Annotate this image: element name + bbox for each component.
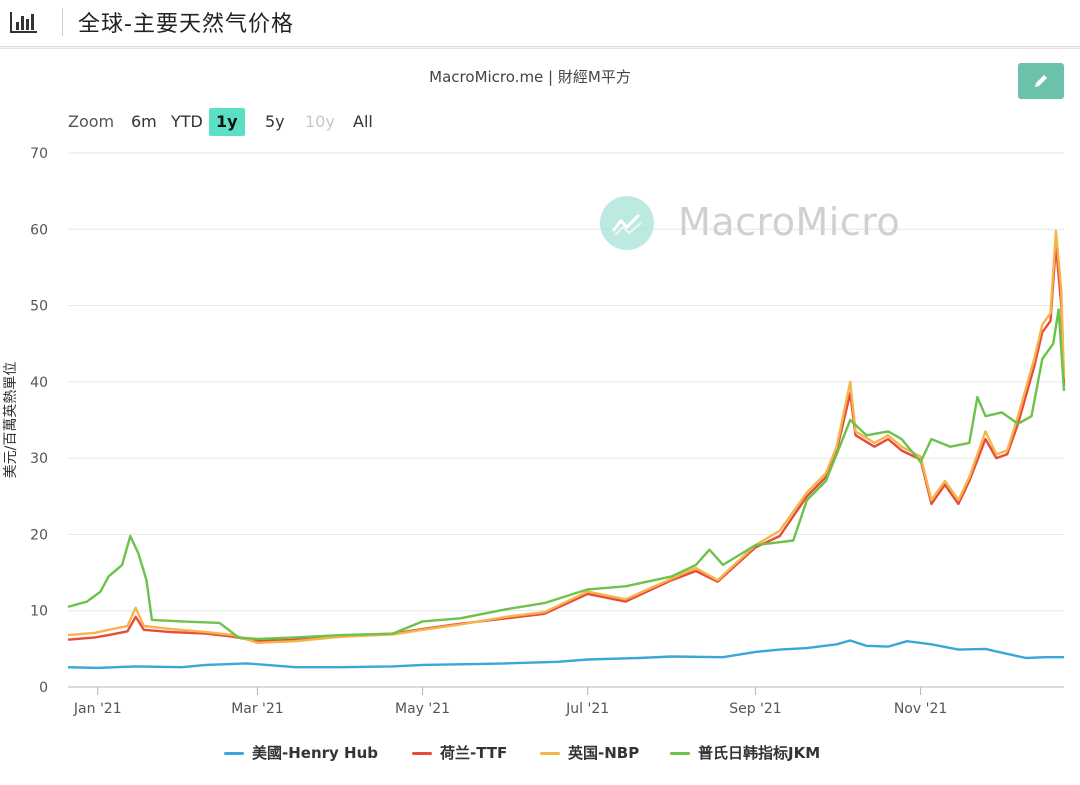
y-tick-label: 10: [30, 604, 48, 620]
legend-swatch: [540, 752, 560, 755]
series-line-3[interactable]: [67, 308, 1066, 641]
chart-source: MacroMicro.me | 財經M平方: [429, 68, 631, 86]
x-tick-label: Jan '21: [73, 701, 122, 717]
zoom-ytd-button[interactable]: YTD: [171, 112, 203, 131]
y-tick-label: 60: [30, 222, 48, 238]
zoom-5y-button[interactable]: 5y: [265, 112, 285, 131]
x-tick-label: Sep '21: [729, 701, 782, 717]
series-line-1[interactable]: [67, 243, 1066, 643]
zoom-10y-button[interactable]: 10y: [305, 112, 335, 131]
legend-swatch: [224, 752, 244, 755]
x-tick-label: Nov '21: [894, 701, 947, 717]
y-tick-label: 40: [30, 375, 48, 391]
watermark-text: MacroMicro: [678, 200, 901, 244]
series-line-0[interactable]: [67, 639, 1064, 670]
y-tick-label: 30: [30, 451, 48, 467]
legend-label: 英国-NBP: [568, 744, 640, 762]
y-tick-label: 20: [30, 527, 48, 543]
x-tick-label: May '21: [395, 701, 450, 717]
legend-swatch: [670, 752, 690, 755]
pencil-icon: [1035, 75, 1047, 87]
watermark-logo-icon: [600, 196, 654, 250]
zoom-label: Zoom: [68, 112, 115, 131]
x-tick-label: Jul '21: [565, 701, 609, 717]
y-tick-label: 70: [30, 146, 48, 162]
legend-label: 荷兰-TTF: [440, 744, 508, 762]
bar-chart-icon: [10, 12, 37, 33]
zoom-all-button[interactable]: All: [353, 112, 373, 131]
y-tick-label: 50: [30, 299, 48, 315]
legend-label: 普氏日韩指标JKM: [698, 744, 821, 762]
page-title: 全球-主要天然气价格: [78, 12, 294, 37]
legend-swatch: [412, 752, 432, 755]
zoom-1y-button[interactable]: 1y: [209, 108, 245, 136]
series-line-2[interactable]: [67, 229, 1066, 644]
zoom-6m-button[interactable]: 6m: [131, 112, 157, 131]
legend-label: 美國-Henry Hub: [252, 744, 378, 762]
watermark: MacroMicro: [600, 196, 900, 252]
x-tick-label: Mar '21: [231, 701, 284, 717]
edit-button[interactable]: [1018, 63, 1064, 99]
header-divider: [62, 8, 63, 36]
y-tick-label: 0: [39, 680, 48, 696]
chart-legend: 美國-Henry Hub 荷兰-TTF 英国-NBP 普氏日韩指标JKM: [0, 742, 1080, 764]
header-bar: 全球-主要天然气价格: [0, 0, 1080, 47]
